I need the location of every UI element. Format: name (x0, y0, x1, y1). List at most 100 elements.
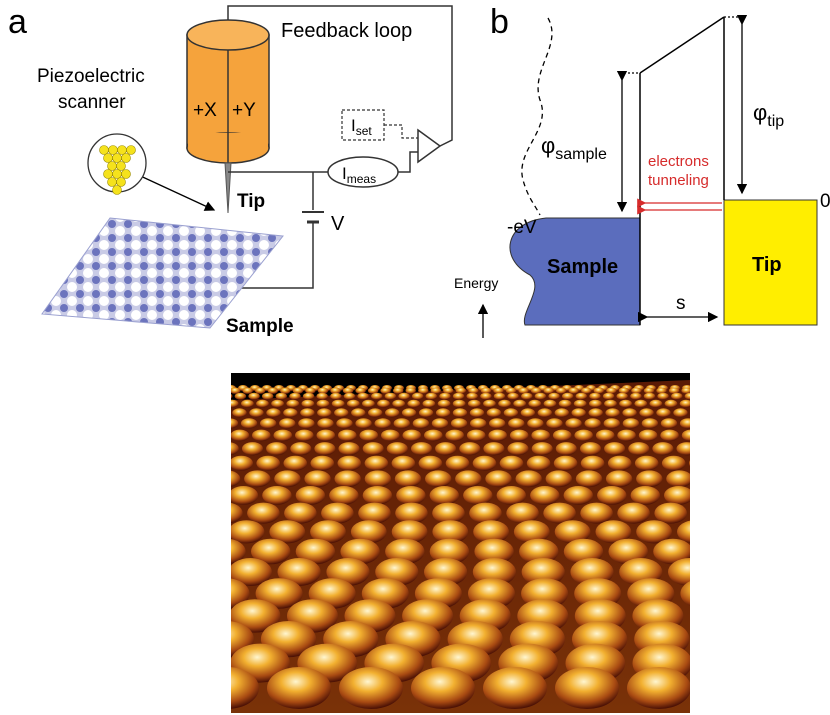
atom-bump (499, 455, 524, 471)
panel-a: a Feedback loop +X +Y Piezoelectric scan… (8, 3, 453, 337)
atom-bump (262, 392, 274, 400)
atom-bump (147, 520, 183, 543)
atom-bump (301, 399, 315, 408)
atom-bump (521, 558, 565, 586)
atom-bump (435, 442, 457, 456)
tip-apex-inset (87, 133, 216, 211)
atom-bump (473, 520, 509, 544)
iset-label: Iset (351, 116, 372, 138)
atom-bump (485, 470, 512, 488)
atom-bump (480, 387, 492, 394)
atom-bump (445, 429, 465, 442)
stm-tip (224, 162, 232, 214)
atom-bump (604, 442, 626, 456)
atom-bump (188, 520, 224, 543)
atom-bump (321, 502, 354, 524)
atom-bump (707, 408, 721, 417)
atom-bump (355, 418, 372, 429)
atom-bump (553, 455, 578, 471)
atom-bump (699, 667, 763, 709)
atom-bump (162, 486, 191, 505)
atom-bump (700, 644, 760, 683)
atom-bump (358, 502, 391, 524)
atom-bump (314, 442, 336, 456)
atom-bump (493, 392, 506, 400)
atom-bump (262, 486, 292, 505)
atom-bump (589, 399, 602, 408)
atom-bump (398, 392, 410, 400)
atom-bump (631, 387, 642, 394)
atom-bump (506, 502, 539, 524)
atom-bump (295, 429, 314, 442)
atom-bump (194, 442, 215, 455)
atom-bump (330, 387, 341, 394)
atom-bump (247, 502, 280, 524)
atom-bump (470, 418, 487, 429)
atom-bump (552, 429, 572, 442)
atom-bump (698, 486, 727, 505)
atom-bump (562, 392, 574, 400)
atom-bump (337, 455, 362, 471)
atom-bump (643, 387, 655, 394)
atom-bump (604, 399, 617, 408)
atom-bump (173, 503, 206, 524)
atom-bump (554, 520, 591, 544)
atom-bump (654, 502, 687, 524)
tip-block-label: Tip (752, 254, 782, 276)
atom-bump (405, 387, 416, 394)
atom-bump (256, 455, 281, 471)
tip-block (723, 199, 818, 326)
atom-bump (242, 387, 253, 394)
atom-bump (244, 470, 271, 488)
atom-bump (231, 539, 246, 564)
atom-bump (636, 470, 663, 488)
atom-bump (639, 408, 654, 418)
sample-label: Sample (226, 316, 294, 337)
atom-bump (664, 399, 678, 408)
atom-bump (137, 621, 192, 657)
atom-bump (234, 392, 247, 400)
atom-bump (467, 399, 481, 408)
atom-bump (657, 392, 669, 400)
panel-a-letter: a (8, 3, 27, 41)
atom-bump (717, 558, 760, 586)
atom-bump (231, 558, 272, 586)
atom-bump (622, 408, 637, 418)
atom-bump (656, 408, 671, 418)
atom-bump (395, 502, 428, 524)
atom-bump (96, 644, 156, 683)
atom-bump (248, 392, 260, 400)
atom-bump (271, 399, 284, 408)
atom-bump (483, 399, 496, 408)
atom-bump (622, 418, 640, 429)
atom-bump (266, 442, 288, 456)
tunneling-label-line2: tunneling (648, 172, 709, 189)
atom-bump (377, 399, 390, 408)
atom-bump (677, 520, 690, 543)
atom-bump (217, 388, 227, 394)
atom-bump (412, 418, 430, 429)
atom-bump (162, 539, 201, 565)
atom-bump (255, 578, 303, 609)
atom-bump (699, 418, 715, 428)
atom-bump (316, 399, 330, 408)
atom-bump (269, 520, 306, 544)
neg-ev-label: -eV (507, 217, 537, 238)
atom-bump (298, 418, 315, 429)
atom-bump (617, 429, 636, 442)
atom-bump (580, 502, 613, 524)
atom-bump (472, 558, 516, 586)
atom-bump (362, 442, 384, 456)
plus-y-label: +Y (232, 100, 256, 121)
voltage-label: V (331, 213, 345, 235)
atom-bump (339, 667, 403, 709)
atom-bump (290, 442, 312, 456)
atom-bump (241, 399, 254, 408)
atom-bump (706, 385, 716, 391)
atom-bump (231, 520, 265, 544)
atom-bump (521, 392, 533, 400)
atom-bump (425, 470, 452, 488)
panel-b: b Sample Tip φsample φtip electrons tunn… (454, 3, 830, 338)
atom-bump (215, 408, 229, 417)
setpoint-wire (384, 124, 418, 139)
